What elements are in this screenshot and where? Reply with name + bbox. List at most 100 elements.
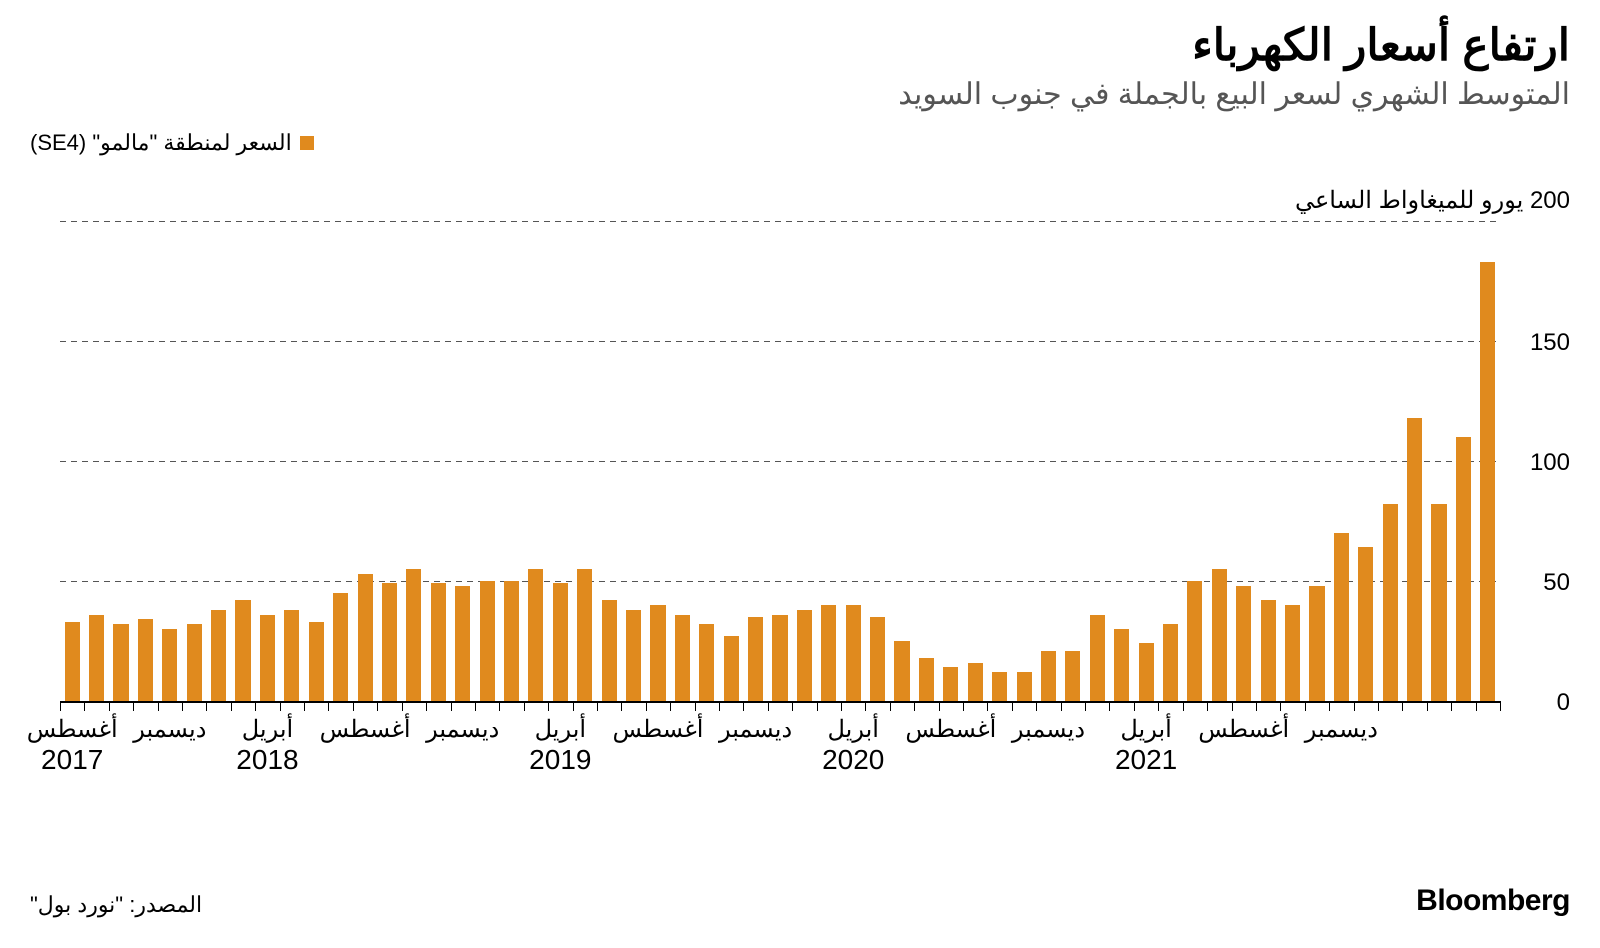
x-axis-label: أبريل2019 xyxy=(529,715,591,776)
x-axis-month: أغسطس xyxy=(612,715,703,744)
x-tick-mark xyxy=(865,701,866,711)
x-axis-label: أغسطس xyxy=(1198,715,1289,744)
x-tick-mark xyxy=(1036,701,1037,711)
bar xyxy=(1456,437,1471,701)
x-tick-mark xyxy=(817,701,818,711)
bar xyxy=(1431,504,1446,701)
bar xyxy=(260,615,275,701)
x-tick-mark xyxy=(695,701,696,711)
bar xyxy=(504,581,519,701)
bar xyxy=(1163,624,1178,701)
x-tick-mark xyxy=(158,701,159,711)
x-axis-label: ديسمبر xyxy=(426,715,499,744)
bar xyxy=(113,624,128,701)
bar xyxy=(358,574,373,701)
x-tick-mark xyxy=(353,701,354,711)
bar xyxy=(1285,605,1300,701)
x-tick-mark xyxy=(1402,701,1403,711)
x-tick-mark xyxy=(1183,701,1184,711)
y-tick-label: 100 xyxy=(1500,449,1570,477)
bars-group xyxy=(60,221,1500,701)
chart-title: ارتفاع أسعار الكهرباء xyxy=(30,20,1570,71)
x-tick-mark xyxy=(1476,701,1477,711)
bar xyxy=(309,622,324,701)
bar xyxy=(187,624,202,701)
bar xyxy=(528,569,543,701)
x-tick-mark xyxy=(60,701,61,711)
x-tick-mark xyxy=(890,701,891,711)
x-tick-mark xyxy=(939,701,940,711)
bar xyxy=(943,667,958,701)
bar xyxy=(1309,586,1324,701)
bar xyxy=(333,593,348,701)
bar xyxy=(992,672,1007,701)
x-axis-label: أغسطس2017 xyxy=(27,715,118,776)
x-axis-month: ديسمبر xyxy=(1012,715,1085,744)
legend-swatch xyxy=(300,136,314,150)
x-tick-mark xyxy=(1158,701,1159,711)
x-tick-mark xyxy=(255,701,256,711)
x-tick-mark xyxy=(768,701,769,711)
bar xyxy=(382,583,397,701)
bar xyxy=(65,622,80,701)
x-tick-mark xyxy=(1061,701,1062,711)
y-tick-label: 150 xyxy=(1500,329,1570,357)
bar xyxy=(553,583,568,701)
bar xyxy=(480,581,495,701)
x-axis-month: ديسمبر xyxy=(719,715,792,744)
x-tick-mark xyxy=(719,701,720,711)
x-axis-label: ديسمبر xyxy=(719,715,792,744)
bar xyxy=(846,605,861,701)
footer: Bloomberg المصدر: "نورد بول" xyxy=(30,884,1570,918)
x-tick-mark xyxy=(1451,701,1452,711)
brand-logo: Bloomberg xyxy=(1416,884,1570,918)
bar xyxy=(1358,547,1373,701)
x-tick-mark xyxy=(963,701,964,711)
x-axis-month: أبريل xyxy=(822,715,884,744)
bar xyxy=(235,600,250,701)
bar xyxy=(675,615,690,701)
x-axis-label: أغسطس xyxy=(612,715,703,744)
bar xyxy=(1407,418,1422,701)
x-tick-mark xyxy=(84,701,85,711)
chart-container: { "title": "ارتفاع أسعار الكهرباء", "sub… xyxy=(0,0,1600,948)
bar xyxy=(406,569,421,701)
x-tick-mark xyxy=(548,701,549,711)
x-tick-mark xyxy=(792,701,793,711)
x-axis-month: أبريل xyxy=(529,715,591,744)
x-tick-mark xyxy=(109,701,110,711)
x-axis-year: 2021 xyxy=(1115,744,1177,776)
bar xyxy=(968,663,983,701)
chart-subtitle: المتوسط الشهري لسعر البيع بالجملة في جنو… xyxy=(30,77,1570,112)
x-tick-mark xyxy=(206,701,207,711)
x-axis-label: ديسمبر xyxy=(133,715,206,744)
x-tick-mark xyxy=(524,701,525,711)
x-axis-month: أبريل xyxy=(236,715,298,744)
x-tick-mark xyxy=(304,701,305,711)
x-axis-label: أغسطس xyxy=(905,715,996,744)
bar xyxy=(1187,581,1202,701)
x-tick-mark xyxy=(499,701,500,711)
x-axis-year: 2018 xyxy=(236,744,298,776)
y-tick-label: 0 xyxy=(1500,689,1570,717)
x-axis-month: أغسطس xyxy=(905,715,996,744)
x-tick-mark xyxy=(987,701,988,711)
x-axis-month: ديسمبر xyxy=(1305,715,1378,744)
x-axis-month: ديسمبر xyxy=(426,715,499,744)
x-tick-mark xyxy=(1085,701,1086,711)
x-tick-marks xyxy=(60,701,1500,711)
x-tick-mark xyxy=(914,701,915,711)
x-axis-year: 2017 xyxy=(27,744,118,776)
x-tick-mark xyxy=(670,701,671,711)
legend-label: السعر لمنطقة "مالمو" (SE4) xyxy=(30,130,292,156)
x-axis-month: أغسطس xyxy=(320,715,411,744)
x-tick-mark xyxy=(573,701,574,711)
x-tick-mark xyxy=(1109,701,1110,711)
x-axis-label: أغسطس xyxy=(320,715,411,744)
x-tick-mark xyxy=(1012,701,1013,711)
y-tick-label: 50 xyxy=(1500,569,1570,597)
bar xyxy=(138,619,153,701)
bar xyxy=(1383,504,1398,701)
bar xyxy=(1065,651,1080,701)
bar xyxy=(626,610,641,701)
